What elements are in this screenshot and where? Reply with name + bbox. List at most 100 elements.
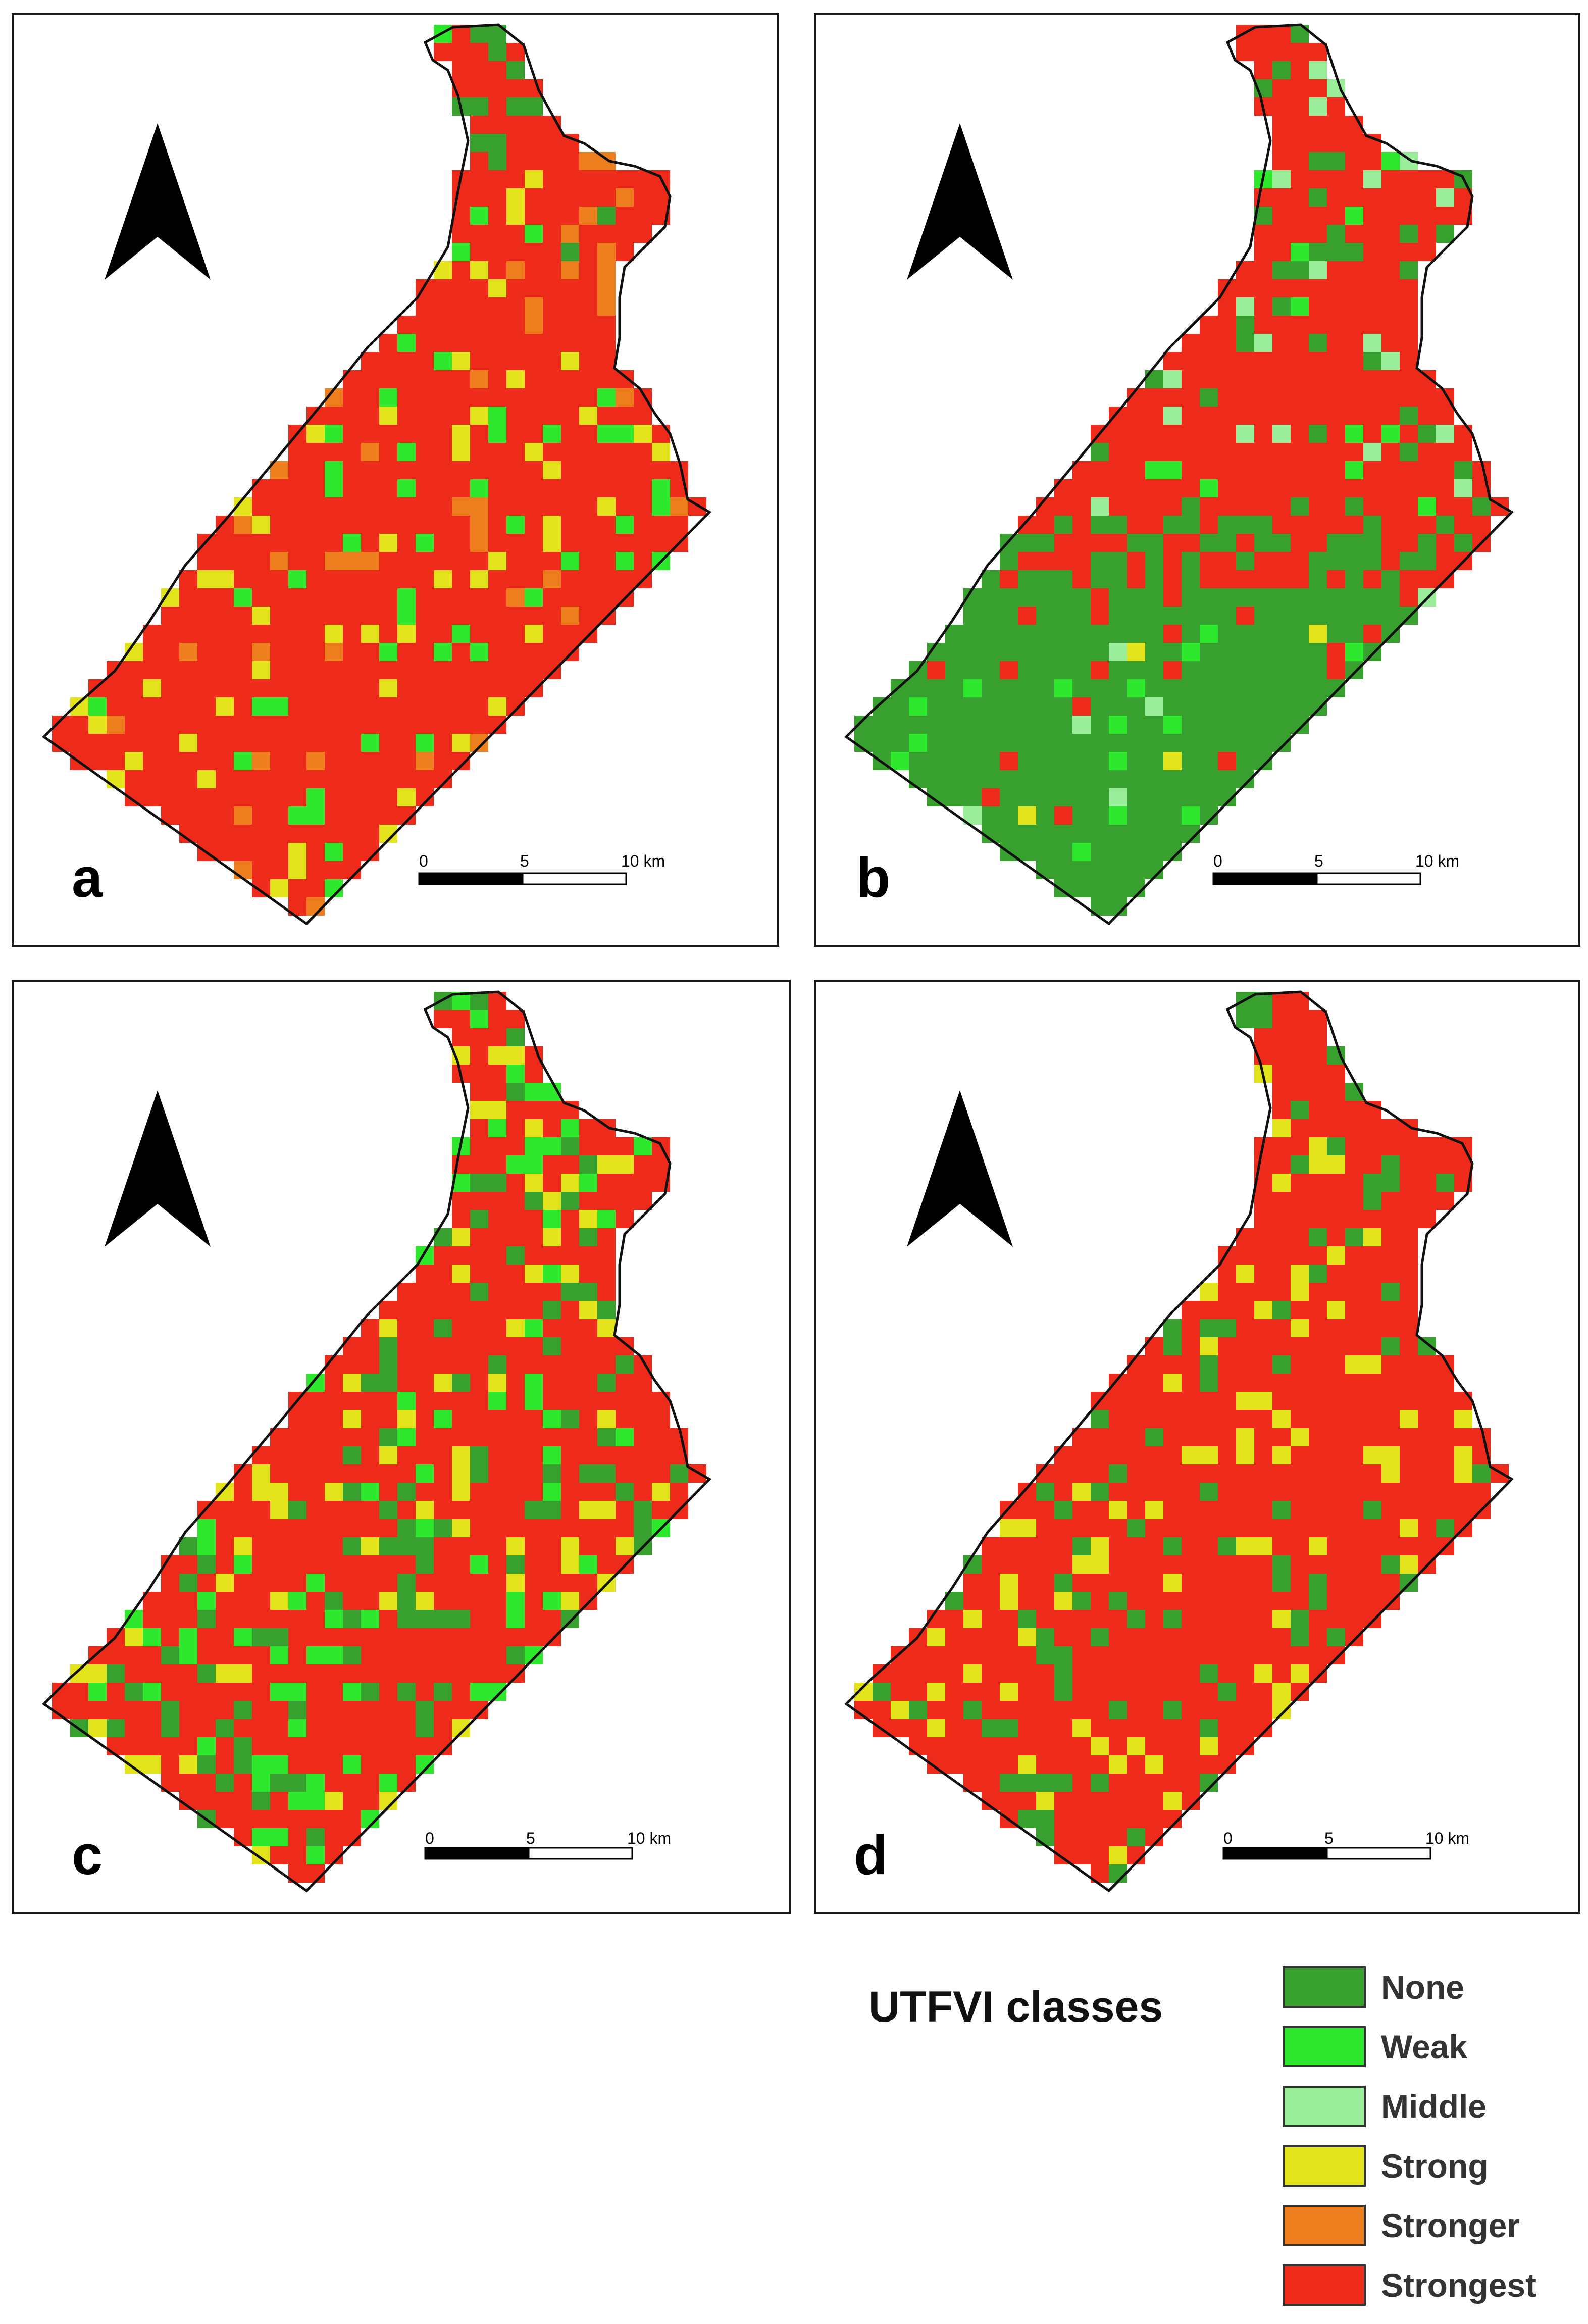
raster-cell (306, 643, 325, 661)
raster-cell (470, 1646, 488, 1664)
raster-cell (1182, 1464, 1200, 1483)
raster-cell (288, 1410, 306, 1428)
raster-cell (506, 643, 525, 661)
raster-cell (179, 1610, 197, 1628)
raster-cell (470, 516, 488, 534)
raster-cell (288, 1719, 306, 1737)
raster-cell (361, 1628, 379, 1646)
raster-cell (616, 243, 634, 261)
raster-cell (1254, 1428, 1272, 1446)
raster-cell (1418, 370, 1436, 388)
raster-cell (1418, 1501, 1436, 1519)
raster-cell (1163, 806, 1182, 825)
raster-cell (1054, 661, 1072, 679)
raster-cell (1145, 407, 1163, 425)
raster-cell (197, 770, 216, 788)
raster-cell (1109, 1592, 1127, 1610)
raster-cell (306, 1810, 325, 1828)
raster-cell (1272, 43, 1291, 61)
raster-cell (1127, 625, 1145, 643)
raster-cell (1236, 316, 1254, 334)
raster-cell (525, 479, 543, 497)
raster-cell (1400, 1337, 1418, 1355)
raster-cell (579, 1592, 597, 1610)
raster-cell (561, 1228, 579, 1246)
raster-cell (1236, 516, 1254, 534)
raster-cell (1163, 407, 1182, 425)
raster-cell (543, 1246, 561, 1265)
raster-cell (963, 679, 982, 697)
raster-cell (1036, 1537, 1054, 1555)
raster-cell (652, 497, 670, 516)
raster-cell (452, 316, 470, 334)
raster-cell (597, 1301, 616, 1319)
raster-cell (1381, 370, 1400, 388)
raster-cell (270, 479, 288, 497)
raster-cell (579, 1337, 597, 1355)
raster-cell (216, 697, 234, 716)
raster-cell (927, 752, 945, 770)
raster-cell (506, 1046, 525, 1065)
raster-cell (1000, 770, 1018, 788)
raster-cell (470, 1210, 488, 1228)
raster-cell (1236, 1483, 1254, 1501)
raster-cell (488, 1028, 506, 1046)
raster-cell (234, 1701, 252, 1719)
raster-cell (1109, 1683, 1127, 1701)
raster-cell (1327, 1555, 1345, 1574)
raster-cell (288, 516, 306, 534)
raster-cell (525, 207, 543, 225)
raster-cell (470, 316, 488, 334)
raster-cell (1109, 1537, 1127, 1555)
raster-cell (488, 516, 506, 534)
raster-cell (1145, 1519, 1163, 1537)
raster-cell (982, 752, 1000, 770)
raster-cell (634, 1446, 652, 1464)
raster-cell (1072, 1628, 1091, 1646)
raster-cell (561, 1319, 579, 1337)
raster-cell (982, 1555, 1000, 1574)
raster-cell (579, 225, 597, 243)
raster-cell (561, 1464, 579, 1483)
raster-cell (434, 1355, 452, 1374)
raster-cell (1272, 334, 1291, 352)
raster-cell (488, 425, 506, 443)
raster-cell (306, 1483, 325, 1501)
raster-cell (525, 1410, 543, 1428)
raster-cell (325, 1392, 343, 1410)
raster-cell (1145, 1664, 1163, 1683)
raster-cell (416, 1392, 434, 1410)
raster-cell (1291, 716, 1309, 734)
raster-cell (1145, 425, 1163, 443)
raster-cell (306, 1646, 325, 1664)
raster-cell (143, 752, 161, 770)
raster-cell (982, 716, 1000, 734)
raster-cell (1381, 388, 1400, 407)
scale-bar-segment (1212, 872, 1318, 885)
raster-cell (143, 1683, 161, 1701)
raster-cell (1236, 1446, 1254, 1464)
raster-cell (1418, 1537, 1436, 1555)
raster-cell (1236, 1501, 1254, 1519)
raster-cell (488, 643, 506, 661)
raster-cell (1291, 697, 1309, 716)
raster-cell (1091, 1483, 1109, 1501)
raster-cell (1200, 516, 1218, 534)
raster-cell (1145, 1683, 1163, 1701)
raster-cell (1127, 1537, 1145, 1555)
raster-cell (1127, 1664, 1145, 1683)
raster-cell (963, 752, 982, 770)
raster-cell (197, 1792, 216, 1810)
raster-cell (379, 1574, 397, 1592)
raster-cell (488, 1374, 506, 1392)
raster-cell (488, 679, 506, 697)
raster-cell (1345, 1101, 1363, 1119)
raster-cell (1218, 1428, 1236, 1446)
raster-cell (416, 1683, 434, 1701)
raster-cell (1381, 1192, 1400, 1210)
raster-cell (197, 1519, 216, 1537)
raster-cell (1054, 1683, 1072, 1701)
raster-cell (1163, 1555, 1182, 1574)
raster-cell (234, 1774, 252, 1792)
raster-cell (1109, 607, 1127, 625)
